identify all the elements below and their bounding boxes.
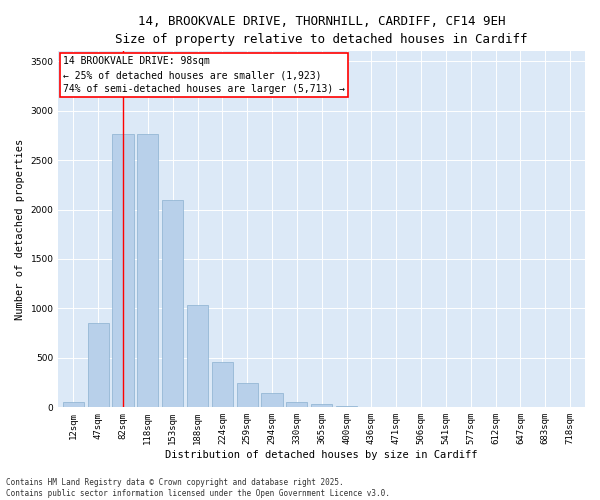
Bar [88,324,109,407]
Text: 14 BROOKVALE DRIVE: 98sqm
← 25% of detached houses are smaller (1,923)
74% of se: 14 BROOKVALE DRIVE: 98sqm ← 25% of detac… [64,56,346,94]
Bar [286,402,307,407]
Title: 14, BROOKVALE DRIVE, THORNHILL, CARDIFF, CF14 9EH
Size of property relative to d: 14, BROOKVALE DRIVE, THORNHILL, CARDIFF,… [115,15,528,46]
Text: Contains HM Land Registry data © Crown copyright and database right 2025.
Contai: Contains HM Land Registry data © Crown c… [6,478,390,498]
Bar [336,406,357,407]
Bar [236,383,258,407]
Bar [63,402,84,407]
Bar [137,134,158,407]
Bar [212,362,233,408]
Bar [311,404,332,407]
Bar [162,200,183,408]
Bar [262,392,283,407]
X-axis label: Distribution of detached houses by size in Cardiff: Distribution of detached houses by size … [166,450,478,460]
Bar [112,134,134,407]
Bar [187,306,208,408]
Y-axis label: Number of detached properties: Number of detached properties [15,138,25,320]
